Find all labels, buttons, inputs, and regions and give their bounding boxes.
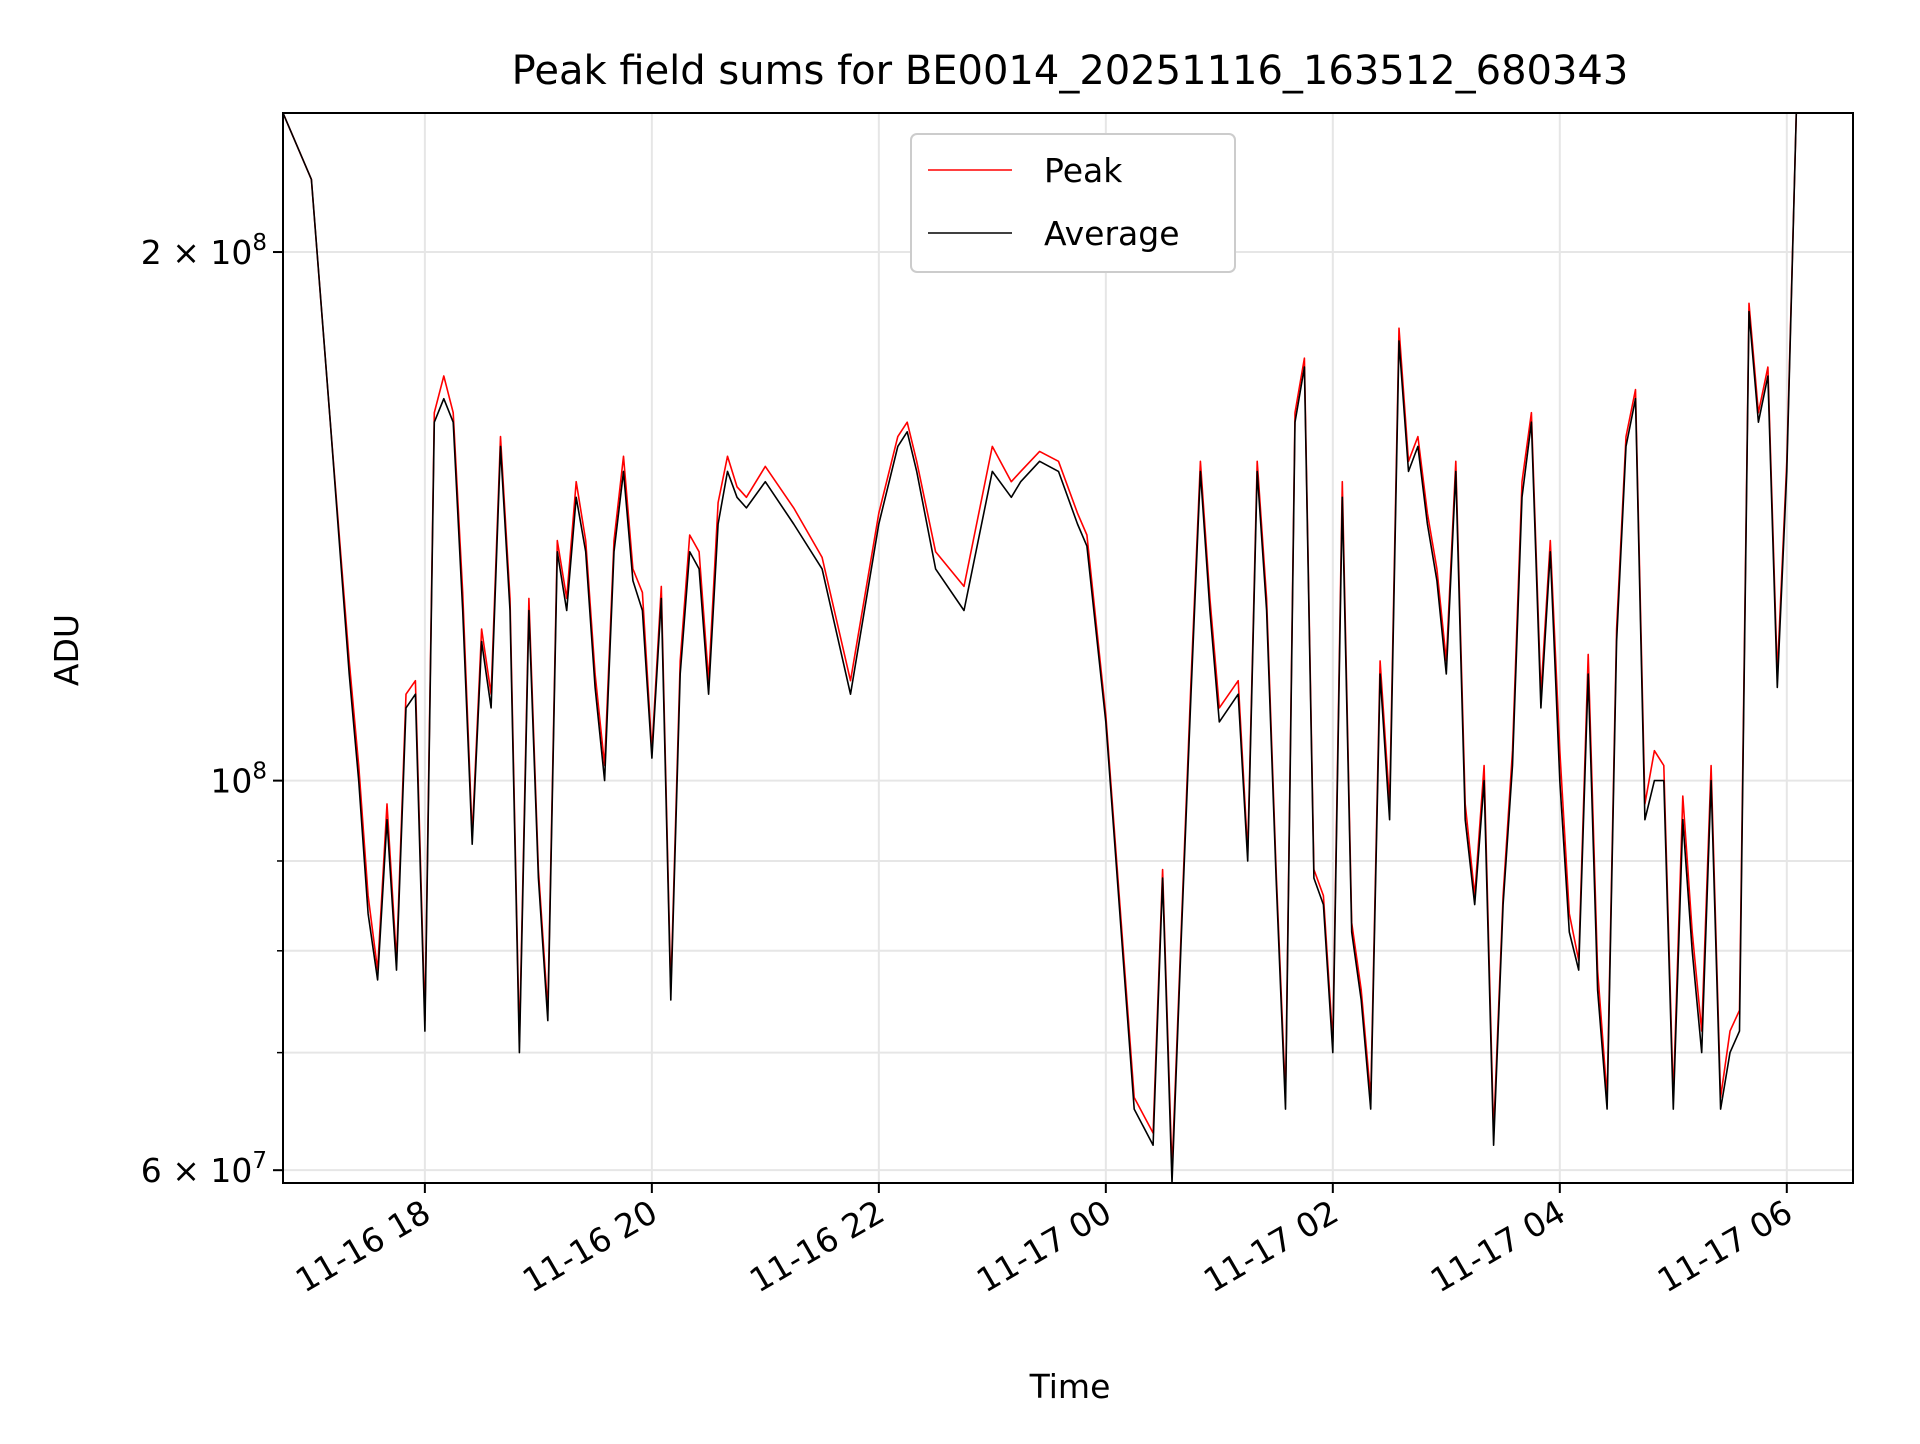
y-axis-label: ADU <box>47 614 86 686</box>
y-tick-label: 2 × 108 <box>141 230 267 272</box>
legend-box <box>910 133 1236 273</box>
y-tick-label-base: 10 <box>210 762 252 801</box>
y-tick-label-base: 2 × 10 <box>141 233 253 272</box>
series-line-average <box>283 113 1798 1183</box>
legend-label-peak: Peak <box>1044 151 1123 190</box>
y-tick-label-base: 6 × 10 <box>141 1151 253 1190</box>
y-tick-label-exponent: 7 <box>252 1148 267 1174</box>
y-tick-label: 6 × 107 <box>141 1148 267 1190</box>
legend-label-average: Average <box>1044 214 1180 253</box>
legend: Peak Average <box>910 133 1236 273</box>
y-tick-label-exponent: 8 <box>252 230 267 256</box>
y-tick-label: 108 <box>210 759 267 801</box>
series-lines <box>283 113 1798 1183</box>
axes-frame <box>282 112 1854 1184</box>
chart-title: Peak field sums for BE0014_20251116_1635… <box>512 48 1629 94</box>
series-line-peak <box>283 113 1798 1171</box>
x-axis-label: Time <box>1029 1367 1111 1406</box>
y-tick-label-exponent: 8 <box>252 759 267 785</box>
